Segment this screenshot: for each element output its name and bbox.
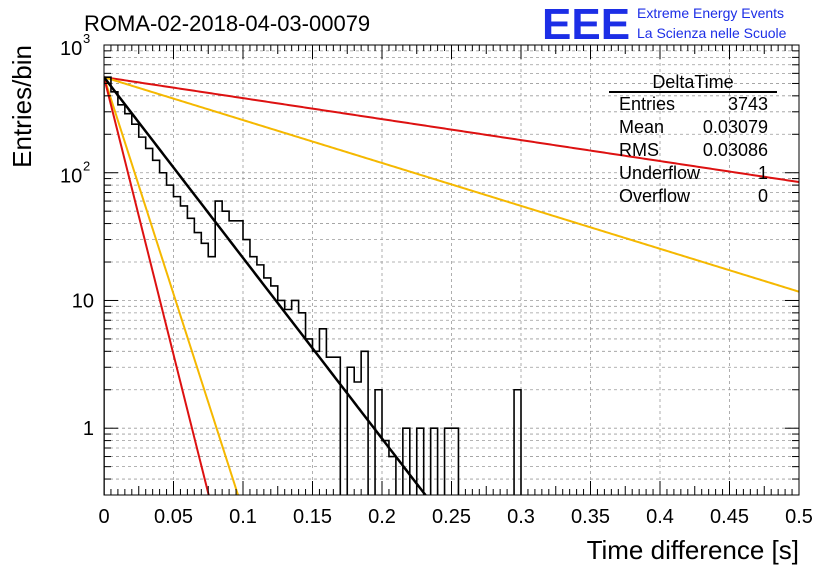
chart-title: ROMA-02-2018-04-03-00079 [84, 11, 370, 36]
x-tick-label: 0 [98, 506, 109, 528]
y-axis-label: Entries/bin [7, 45, 37, 168]
x-axis-label: Time difference [s] [587, 535, 799, 565]
x-tick-label: 0.1 [229, 506, 257, 528]
y-tick-exponent: 3 [83, 31, 90, 46]
fit-curve-slow-red [104, 76, 799, 184]
grid [104, 45, 799, 496]
logo-line1: Extreme Energy Events [637, 5, 784, 21]
stats-value-rms: 0.03086 [703, 140, 768, 160]
y-tick-label: 10 [60, 166, 82, 188]
stats-box: DeltaTime Entries 3743 Mean 0.03079 RMS … [609, 72, 777, 206]
stats-label-mean: Mean [619, 117, 664, 137]
fit-curve-slow-yellow [104, 76, 799, 293]
x-tick-label: 0.5 [785, 506, 813, 528]
stats-label-overflow: Overflow [619, 186, 691, 206]
x-tick-label: 0.35 [571, 506, 610, 528]
y-tick-label: 10 [72, 290, 94, 312]
stats-label-entries: Entries [619, 94, 675, 114]
axes: 0 0.05 0.1 0.15 0.2 0.25 0.3 0.35 0.4 0.45 0.51101… [60, 31, 813, 528]
x-tick-label: 0.15 [293, 506, 332, 528]
x-tick-label: 0.2 [368, 506, 396, 528]
y-tick-label: 1 [83, 418, 94, 440]
stats-value-underflow: 1 [758, 163, 768, 183]
stats-value-mean: 0.03079 [703, 117, 768, 137]
x-tick-label: 0.25 [432, 506, 471, 528]
fit-curve-main [104, 76, 427, 495]
x-tick-label: 0.05 [154, 506, 193, 528]
y-tick-label: 10 [60, 38, 82, 60]
logo-line2: La Scienza nelle Scuole [637, 25, 787, 41]
stats-label-underflow: Underflow [619, 163, 701, 183]
y-tick-exponent: 2 [83, 159, 90, 174]
fit-curves [104, 76, 799, 495]
stats-value-entries: 3743 [728, 94, 768, 114]
x-tick-label: 0.45 [710, 506, 749, 528]
x-tick-label: 0.3 [507, 506, 535, 528]
stats-value-overflow: 0 [758, 186, 768, 206]
logo-text: EEE [542, 0, 630, 49]
stats-label-rms: RMS [619, 140, 659, 160]
fit-curve-fit [104, 76, 427, 495]
histogram [104, 76, 522, 495]
fit-curve-fast-yellow [104, 76, 240, 495]
x-tick-label: 0.4 [646, 506, 674, 528]
stats-title: DeltaTime [652, 72, 733, 92]
